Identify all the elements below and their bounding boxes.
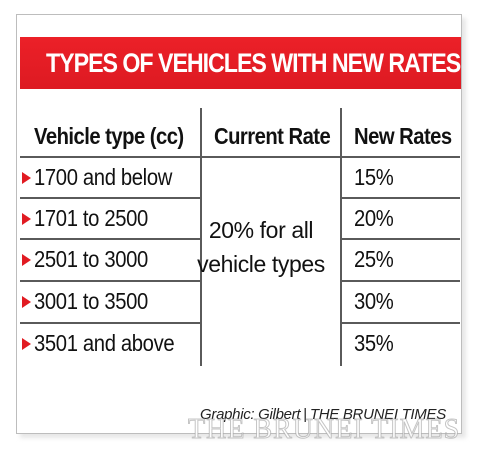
bullet-triangle-icon [22, 254, 31, 266]
row-new-rate: 35% [354, 330, 399, 357]
header-divider [20, 156, 460, 158]
header-vehicle-type-label: Vehicle type (cc) [34, 123, 184, 149]
header-current-rate: Current Rate [214, 123, 346, 150]
current-rate-merged-cell: 20% for all vehicle types [190, 213, 332, 281]
row-divider [340, 322, 460, 324]
row-new-rate: 15% [354, 164, 399, 191]
new-rate-value: 35% [354, 330, 394, 356]
row-divider [340, 197, 460, 199]
column-divider [200, 108, 202, 366]
header-new-rates: New Rates [354, 123, 465, 150]
vehicle-type-value: 3501 and above [34, 330, 175, 356]
vehicle-type-value: 3001 to 3500 [34, 288, 148, 314]
current-rate-line-2: vehicle types [197, 251, 325, 277]
column-divider [340, 108, 342, 366]
new-rate-value: 25% [354, 246, 394, 272]
row-vehicle-type: 1700 and below [34, 164, 191, 191]
header-current-rate-label: Current Rate [214, 123, 331, 149]
new-rate-value: 15% [354, 164, 394, 190]
graphic-credit: Graphic: Gilbert | THE BRUNEI TIMES [200, 406, 446, 423]
vehicle-type-value: 1700 and below [34, 164, 173, 190]
banner-title: TYPES OF VEHICLES WITH NEW RATES [46, 48, 461, 78]
new-rate-value: 30% [354, 288, 394, 314]
graphic-author: Graphic: Gilbert [200, 406, 301, 423]
header-new-rates-label: New Rates [354, 123, 452, 149]
row-vehicle-type: 2501 to 3000 [34, 246, 164, 273]
bullet-triangle-icon [22, 338, 31, 350]
row-vehicle-type: 1701 to 2500 [34, 205, 164, 232]
vehicle-type-value: 1701 to 2500 [34, 205, 148, 231]
publication-name: THE BRUNEI TIMES [309, 406, 446, 423]
row-divider [20, 238, 201, 240]
new-rate-value: 20% [354, 205, 394, 231]
row-divider [20, 322, 201, 324]
credit-separator: | [303, 406, 307, 423]
row-new-rate: 20% [354, 205, 399, 232]
row-divider [340, 238, 460, 240]
vehicle-type-value: 2501 to 3000 [34, 246, 148, 272]
row-new-rate: 30% [354, 288, 399, 315]
current-rate-line-1: 20% for all [208, 217, 314, 243]
row-divider [20, 197, 201, 199]
bullet-triangle-icon [22, 172, 31, 184]
bullet-triangle-icon [22, 213, 31, 225]
bullet-triangle-icon [22, 296, 31, 308]
row-divider [20, 280, 201, 282]
header-vehicle-type: Vehicle type (cc) [34, 123, 204, 150]
row-vehicle-type: 3501 and above [34, 330, 193, 357]
row-vehicle-type: 3001 to 3500 [34, 288, 164, 315]
title-banner: TYPES OF VEHICLES WITH NEW RATES [20, 37, 461, 89]
row-divider [340, 280, 460, 282]
row-new-rate: 25% [354, 246, 399, 273]
rates-table [20, 108, 460, 366]
